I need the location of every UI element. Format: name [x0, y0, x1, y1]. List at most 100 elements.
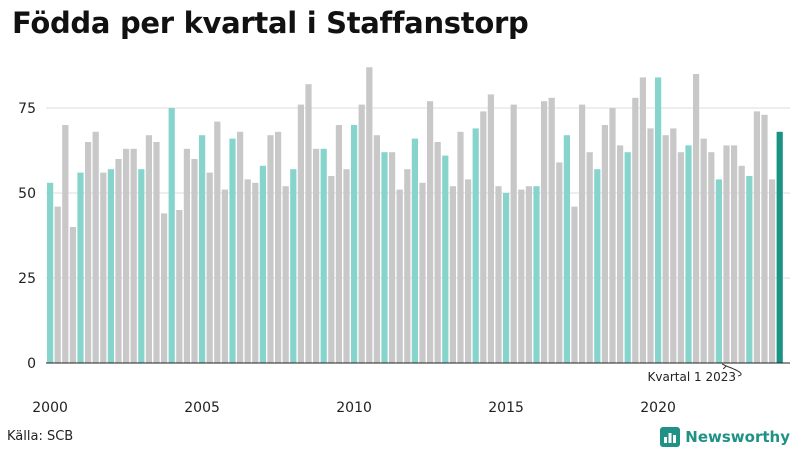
bar: [100, 172, 107, 363]
bar: [85, 142, 92, 363]
bar: [586, 152, 593, 363]
annotation-arrowhead: [721, 363, 728, 370]
y-axis-ticks: 0 25 50 75: [18, 101, 36, 372]
bar: [449, 186, 456, 363]
x-tick-label: 2015: [488, 400, 524, 416]
bar: [776, 131, 783, 363]
bar: [214, 121, 221, 363]
bar: [54, 206, 61, 363]
bar: [115, 159, 122, 363]
annotation-arrow: [726, 365, 742, 377]
bar: [191, 159, 198, 363]
bar: [244, 179, 251, 363]
bar: [282, 186, 289, 363]
bar: [123, 148, 130, 363]
bar: [427, 101, 434, 363]
bar: [541, 101, 548, 363]
bar: [556, 162, 563, 363]
bar: [624, 152, 631, 363]
bar: [510, 104, 517, 363]
bar: [138, 169, 145, 363]
bar: [715, 179, 722, 363]
bar: [769, 179, 776, 363]
bar: [168, 108, 175, 363]
bar: [47, 182, 54, 363]
bar: [206, 172, 213, 363]
bar: [62, 125, 69, 363]
y-tick-label: 25: [18, 271, 36, 287]
bar: [176, 210, 183, 363]
bar: [396, 189, 403, 363]
x-axis-ticks: 2000 2005 2010 2015 2020: [32, 400, 676, 416]
annotation: Kvartal 1 2023: [648, 363, 742, 384]
bar: [503, 193, 510, 363]
bar: [229, 138, 236, 363]
bar: [351, 125, 358, 363]
bar: [655, 77, 662, 364]
bar: [252, 182, 259, 363]
bar: [161, 213, 168, 363]
bar: [647, 128, 654, 363]
bar: [305, 84, 312, 363]
bar: [662, 135, 669, 363]
bar: [548, 97, 555, 364]
bar: [92, 131, 99, 363]
bar: [297, 104, 304, 363]
bar: [381, 152, 388, 363]
bar: [563, 135, 570, 363]
bar: [313, 148, 320, 363]
bar: [153, 142, 160, 363]
x-tick-label: 2020: [640, 400, 676, 416]
bar: [130, 148, 137, 363]
source-label: Källa: SCB: [7, 429, 74, 444]
bar: [199, 135, 206, 363]
bar: [495, 186, 502, 363]
bar: [693, 74, 700, 363]
bar: [259, 165, 266, 363]
bar: [145, 135, 152, 363]
annotation-label: Kvartal 1 2023: [648, 370, 736, 384]
bar: [366, 67, 373, 363]
bar: [411, 138, 418, 363]
x-tick-label: 2005: [184, 400, 220, 416]
bar: [753, 111, 760, 364]
chart-title: Födda per kvartal i Staffanstorp: [12, 6, 529, 40]
bar: [594, 169, 601, 363]
bar: [746, 176, 753, 363]
bar: [525, 186, 532, 363]
y-tick-label: 0: [27, 356, 36, 372]
bar: [738, 165, 745, 363]
bar: [221, 189, 228, 363]
bar: [419, 182, 426, 363]
newsworthy-chart-icon: [660, 427, 681, 447]
bar: [290, 169, 297, 363]
bar: [69, 227, 76, 363]
bar: [518, 189, 525, 363]
bar: [389, 152, 396, 363]
bar: [457, 131, 464, 363]
bar: [533, 186, 540, 363]
bar: [275, 131, 282, 363]
bar: [320, 148, 327, 363]
bar: [670, 128, 677, 363]
bar: [685, 145, 692, 363]
x-tick-label: 2000: [32, 400, 68, 416]
bar: [267, 135, 274, 363]
bar: [632, 97, 639, 364]
bar: [601, 125, 608, 363]
bar: [731, 145, 738, 363]
bar: [328, 176, 335, 363]
bar: [472, 128, 479, 363]
bar: [487, 94, 494, 364]
bar: [434, 142, 441, 363]
bar: [107, 169, 114, 363]
bar: [335, 125, 342, 363]
y-tick-label: 75: [18, 101, 36, 117]
bar: [465, 179, 472, 363]
bar: [237, 131, 244, 363]
bar: [761, 114, 768, 363]
bar: [579, 104, 586, 363]
bar: [708, 152, 715, 363]
bar: [442, 155, 449, 363]
